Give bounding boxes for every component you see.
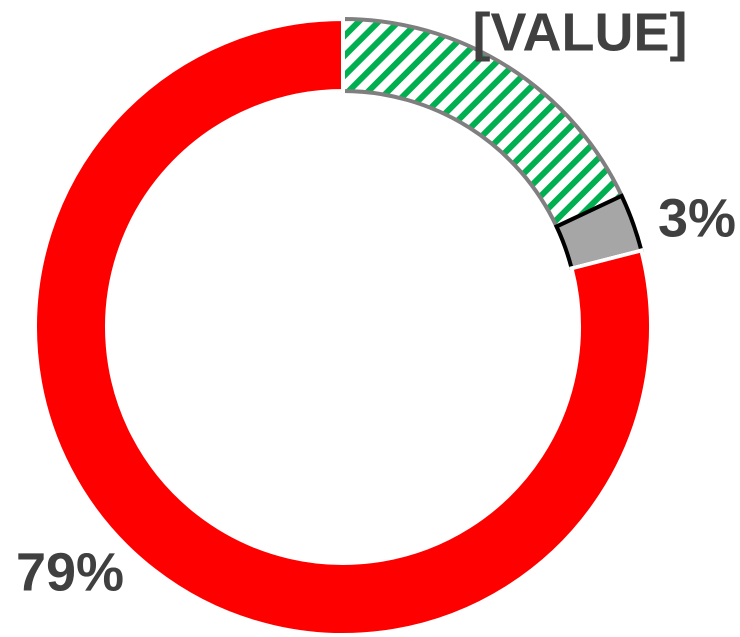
data-label: [VALUE] bbox=[473, 2, 688, 62]
data-label: 3% bbox=[658, 188, 736, 248]
data-label: 79% bbox=[16, 542, 124, 602]
donut-segment bbox=[33, 16, 653, 637]
